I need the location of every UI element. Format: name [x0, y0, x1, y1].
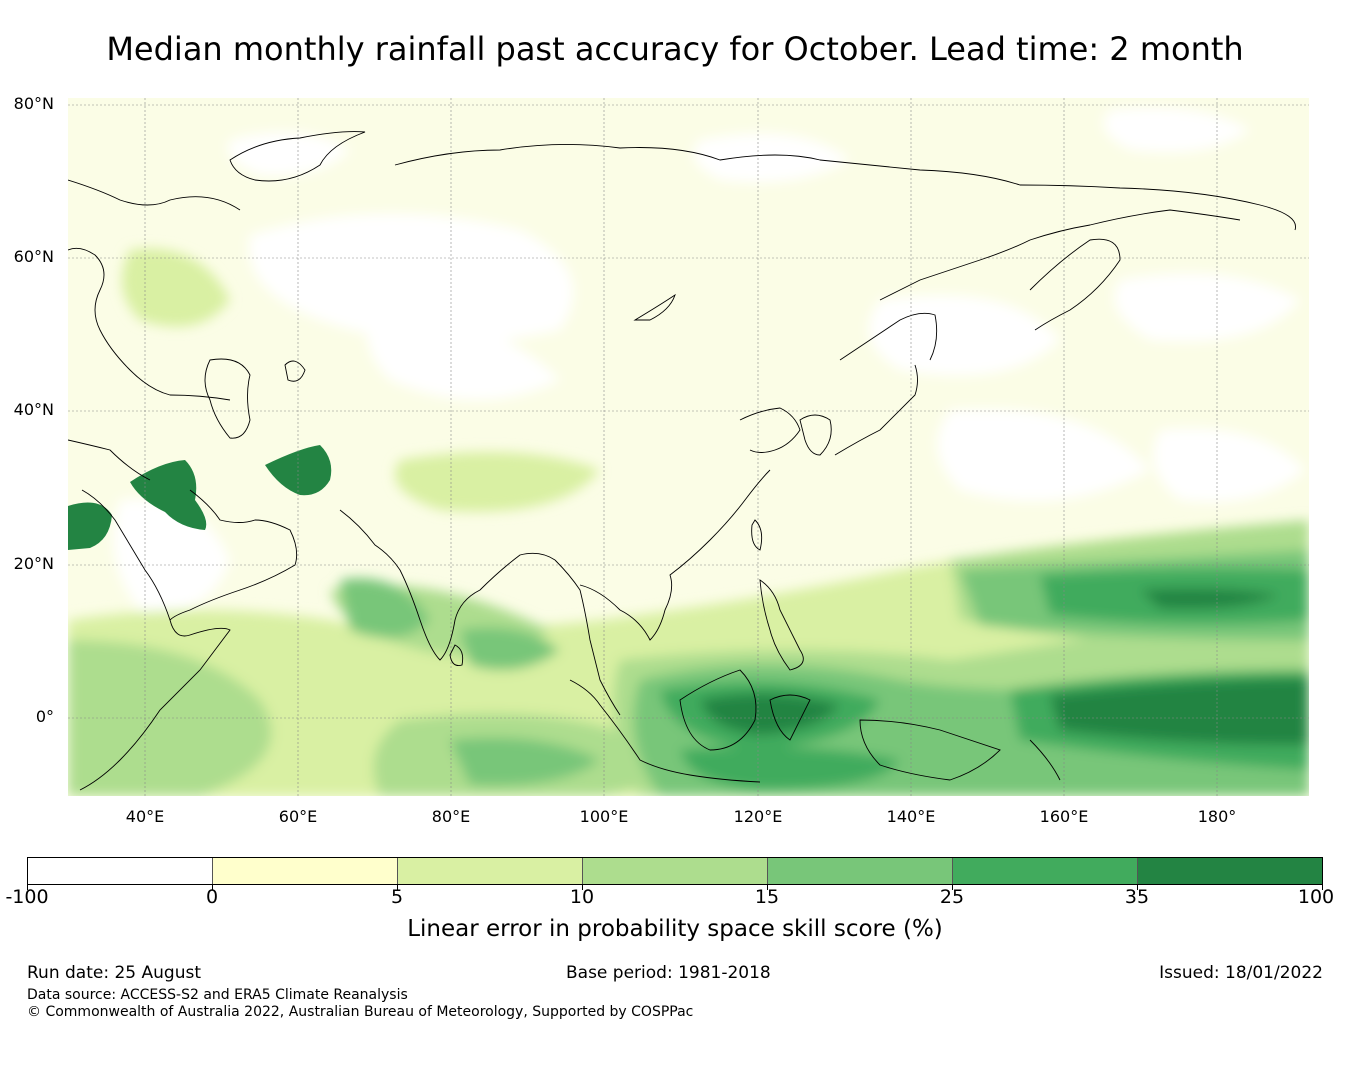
lon-label-180: 180° [1197, 807, 1237, 826]
lat-label-60n: 60°N [13, 247, 54, 266]
colorbar-tickmark [1322, 885, 1323, 890]
colorbar-tickmark [397, 885, 398, 890]
lat-label-0: 0° [35, 707, 54, 726]
colorbar-tick-label: 35 [1124, 886, 1150, 908]
colorbar-tickmark [27, 885, 28, 890]
lon-label-140e: 140°E [886, 807, 936, 826]
issued-date: Issued: 18/01/2022 [1159, 963, 1323, 983]
lat-label-20n: 20°N [13, 554, 54, 573]
colorbar-label: Linear error in probability space skill … [407, 916, 943, 942]
colorbar-tickmark [212, 885, 213, 890]
colorbar-segment-4 [768, 858, 953, 884]
colorbar-segment-0 [28, 858, 213, 884]
lon-label-160e: 160°E [1039, 807, 1089, 826]
lat-label-40n: 40°N [13, 400, 54, 419]
lon-label-100e: 100°E [579, 807, 629, 826]
map-panel [68, 98, 1309, 796]
colorbar-tick-label: 25 [939, 886, 965, 908]
colorbar-segment-5 [953, 858, 1138, 884]
colorbar-tick-label: 0 [205, 886, 219, 908]
colorbar-tickmark [767, 885, 768, 890]
colorbar-tickmark [952, 885, 953, 890]
colorbar [27, 857, 1323, 885]
colorbar-tick-label: 100 [1297, 886, 1335, 908]
colorbar-tick-label: 15 [754, 886, 780, 908]
lon-label-80e: 80°E [431, 807, 471, 826]
lat-label-80n: 80°N [13, 94, 54, 113]
copyright: © Commonwealth of Australia 2022, Austra… [27, 1004, 694, 1020]
colorbar-segment-1 [213, 858, 398, 884]
colorbar-tickmark [582, 885, 583, 890]
colorbar-segment-2 [398, 858, 583, 884]
skill-field [68, 107, 1309, 796]
lon-label-120e: 120°E [733, 807, 783, 826]
data-source: Data source: ACCESS-S2 and ERA5 Climate … [27, 987, 408, 1003]
colorbar-tick-label: -100 [5, 886, 49, 908]
run-date: Run date: 25 August [27, 963, 201, 983]
colorbar-tick-label: 10 [569, 886, 595, 908]
base-period: Base period: 1981-2018 [566, 963, 771, 983]
colorbar-segment-3 [583, 858, 768, 884]
graticule [68, 98, 1309, 796]
colorbar-segment-6 [1138, 858, 1322, 884]
colorbar-tickmark [1137, 885, 1138, 890]
coastlines [68, 131, 1296, 791]
lon-label-60e: 60°E [278, 807, 318, 826]
chart-title: Median monthly rainfall past accuracy fo… [106, 30, 1244, 68]
lon-label-40e: 40°E [125, 807, 165, 826]
colorbar-tick-label: 5 [390, 886, 404, 908]
